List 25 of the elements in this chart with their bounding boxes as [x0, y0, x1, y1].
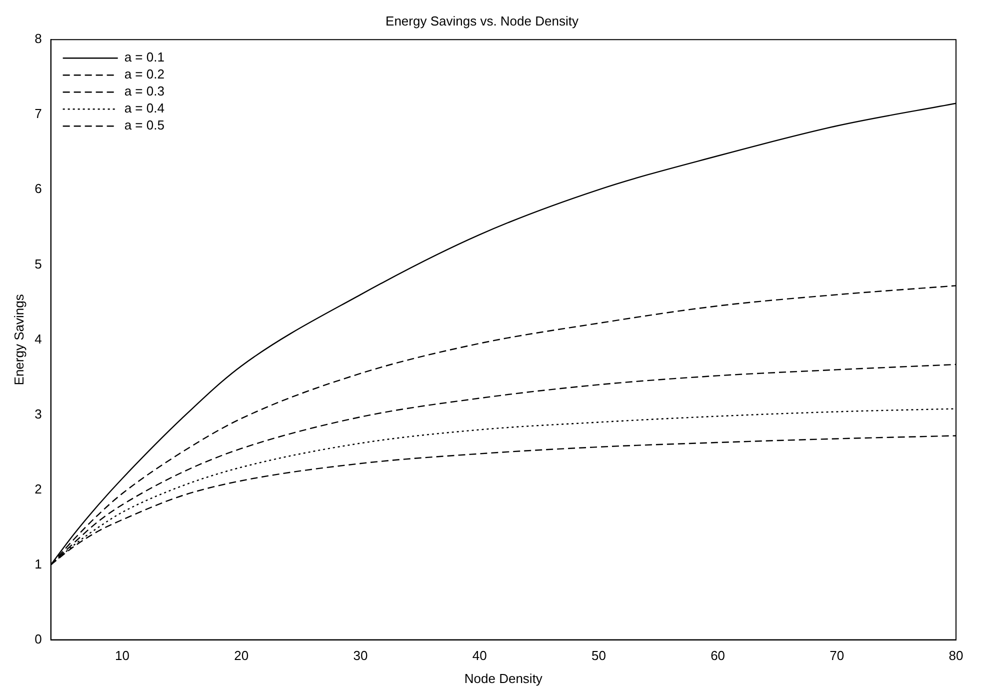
legend-label: a = 0.3 [124, 84, 164, 99]
y-tick-label: 6 [34, 181, 42, 196]
y-tick-label: 0 [34, 631, 42, 646]
x-tick-label: 40 [472, 648, 487, 664]
chart-title: Energy Savings vs. Node Density [386, 13, 579, 28]
y-tick-label: 7 [34, 106, 42, 122]
x-tick-label: 50 [591, 648, 606, 664]
x-tick-label: 10 [115, 648, 130, 664]
x-tick-label: 30 [353, 648, 368, 664]
legend-label: a = 0.1 [124, 50, 164, 65]
y-tick-label: 1 [34, 556, 42, 572]
y-tick-label: 8 [34, 31, 42, 46]
x-tick-label: 70 [830, 648, 844, 664]
x-tick-label: 20 [234, 648, 249, 664]
y-tick-label: 2 [34, 481, 42, 496]
x-tick-label: 60 [710, 648, 726, 664]
legend-label: a = 0.5 [124, 118, 164, 133]
legend-label: a = 0.4 [124, 100, 164, 116]
y-tick-label: 3 [34, 406, 42, 422]
x-axis-title: Node Density [464, 670, 543, 686]
y-axis-title: Energy Savings [11, 294, 26, 386]
x-tick-label: 80 [948, 648, 964, 664]
y-tick-label: 5 [34, 256, 42, 272]
legend-label: a = 0.2 [124, 66, 164, 82]
y-tick-label: 4 [34, 331, 42, 346]
